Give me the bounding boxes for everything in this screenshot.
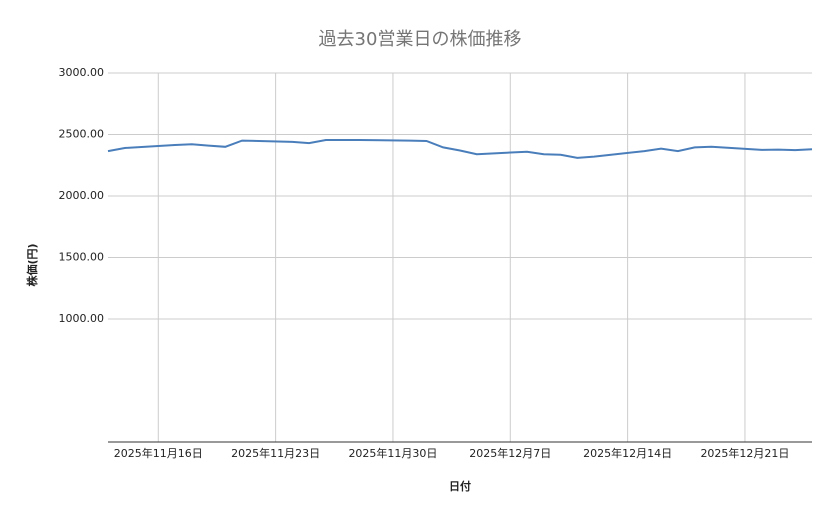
x-tick-label: 2025年11月23日: [231, 446, 320, 460]
x-tick-label: 2025年12月14日: [583, 446, 672, 460]
y-tick-label: 2000.00: [59, 189, 105, 202]
x-tick-label: 2025年11月30日: [348, 446, 437, 460]
x-tick-label: 2025年11月16日: [114, 446, 203, 460]
chart-title: 過去30営業日の株価推移: [319, 29, 522, 50]
price-line: [107, 139, 813, 159]
y-tick-label: 3000.00: [59, 66, 105, 79]
x-axis-title: 日付: [449, 479, 471, 493]
y-tick-label: 1500.00: [59, 251, 105, 264]
y-axis-title: 株価(円): [25, 243, 39, 286]
x-tick-label: 2025年12月21日: [700, 446, 789, 460]
y-tick-label: 1000.00: [59, 312, 105, 325]
y-tick-label: 2500.00: [59, 128, 105, 141]
x-tick-label: 2025年12月7日: [469, 446, 551, 460]
